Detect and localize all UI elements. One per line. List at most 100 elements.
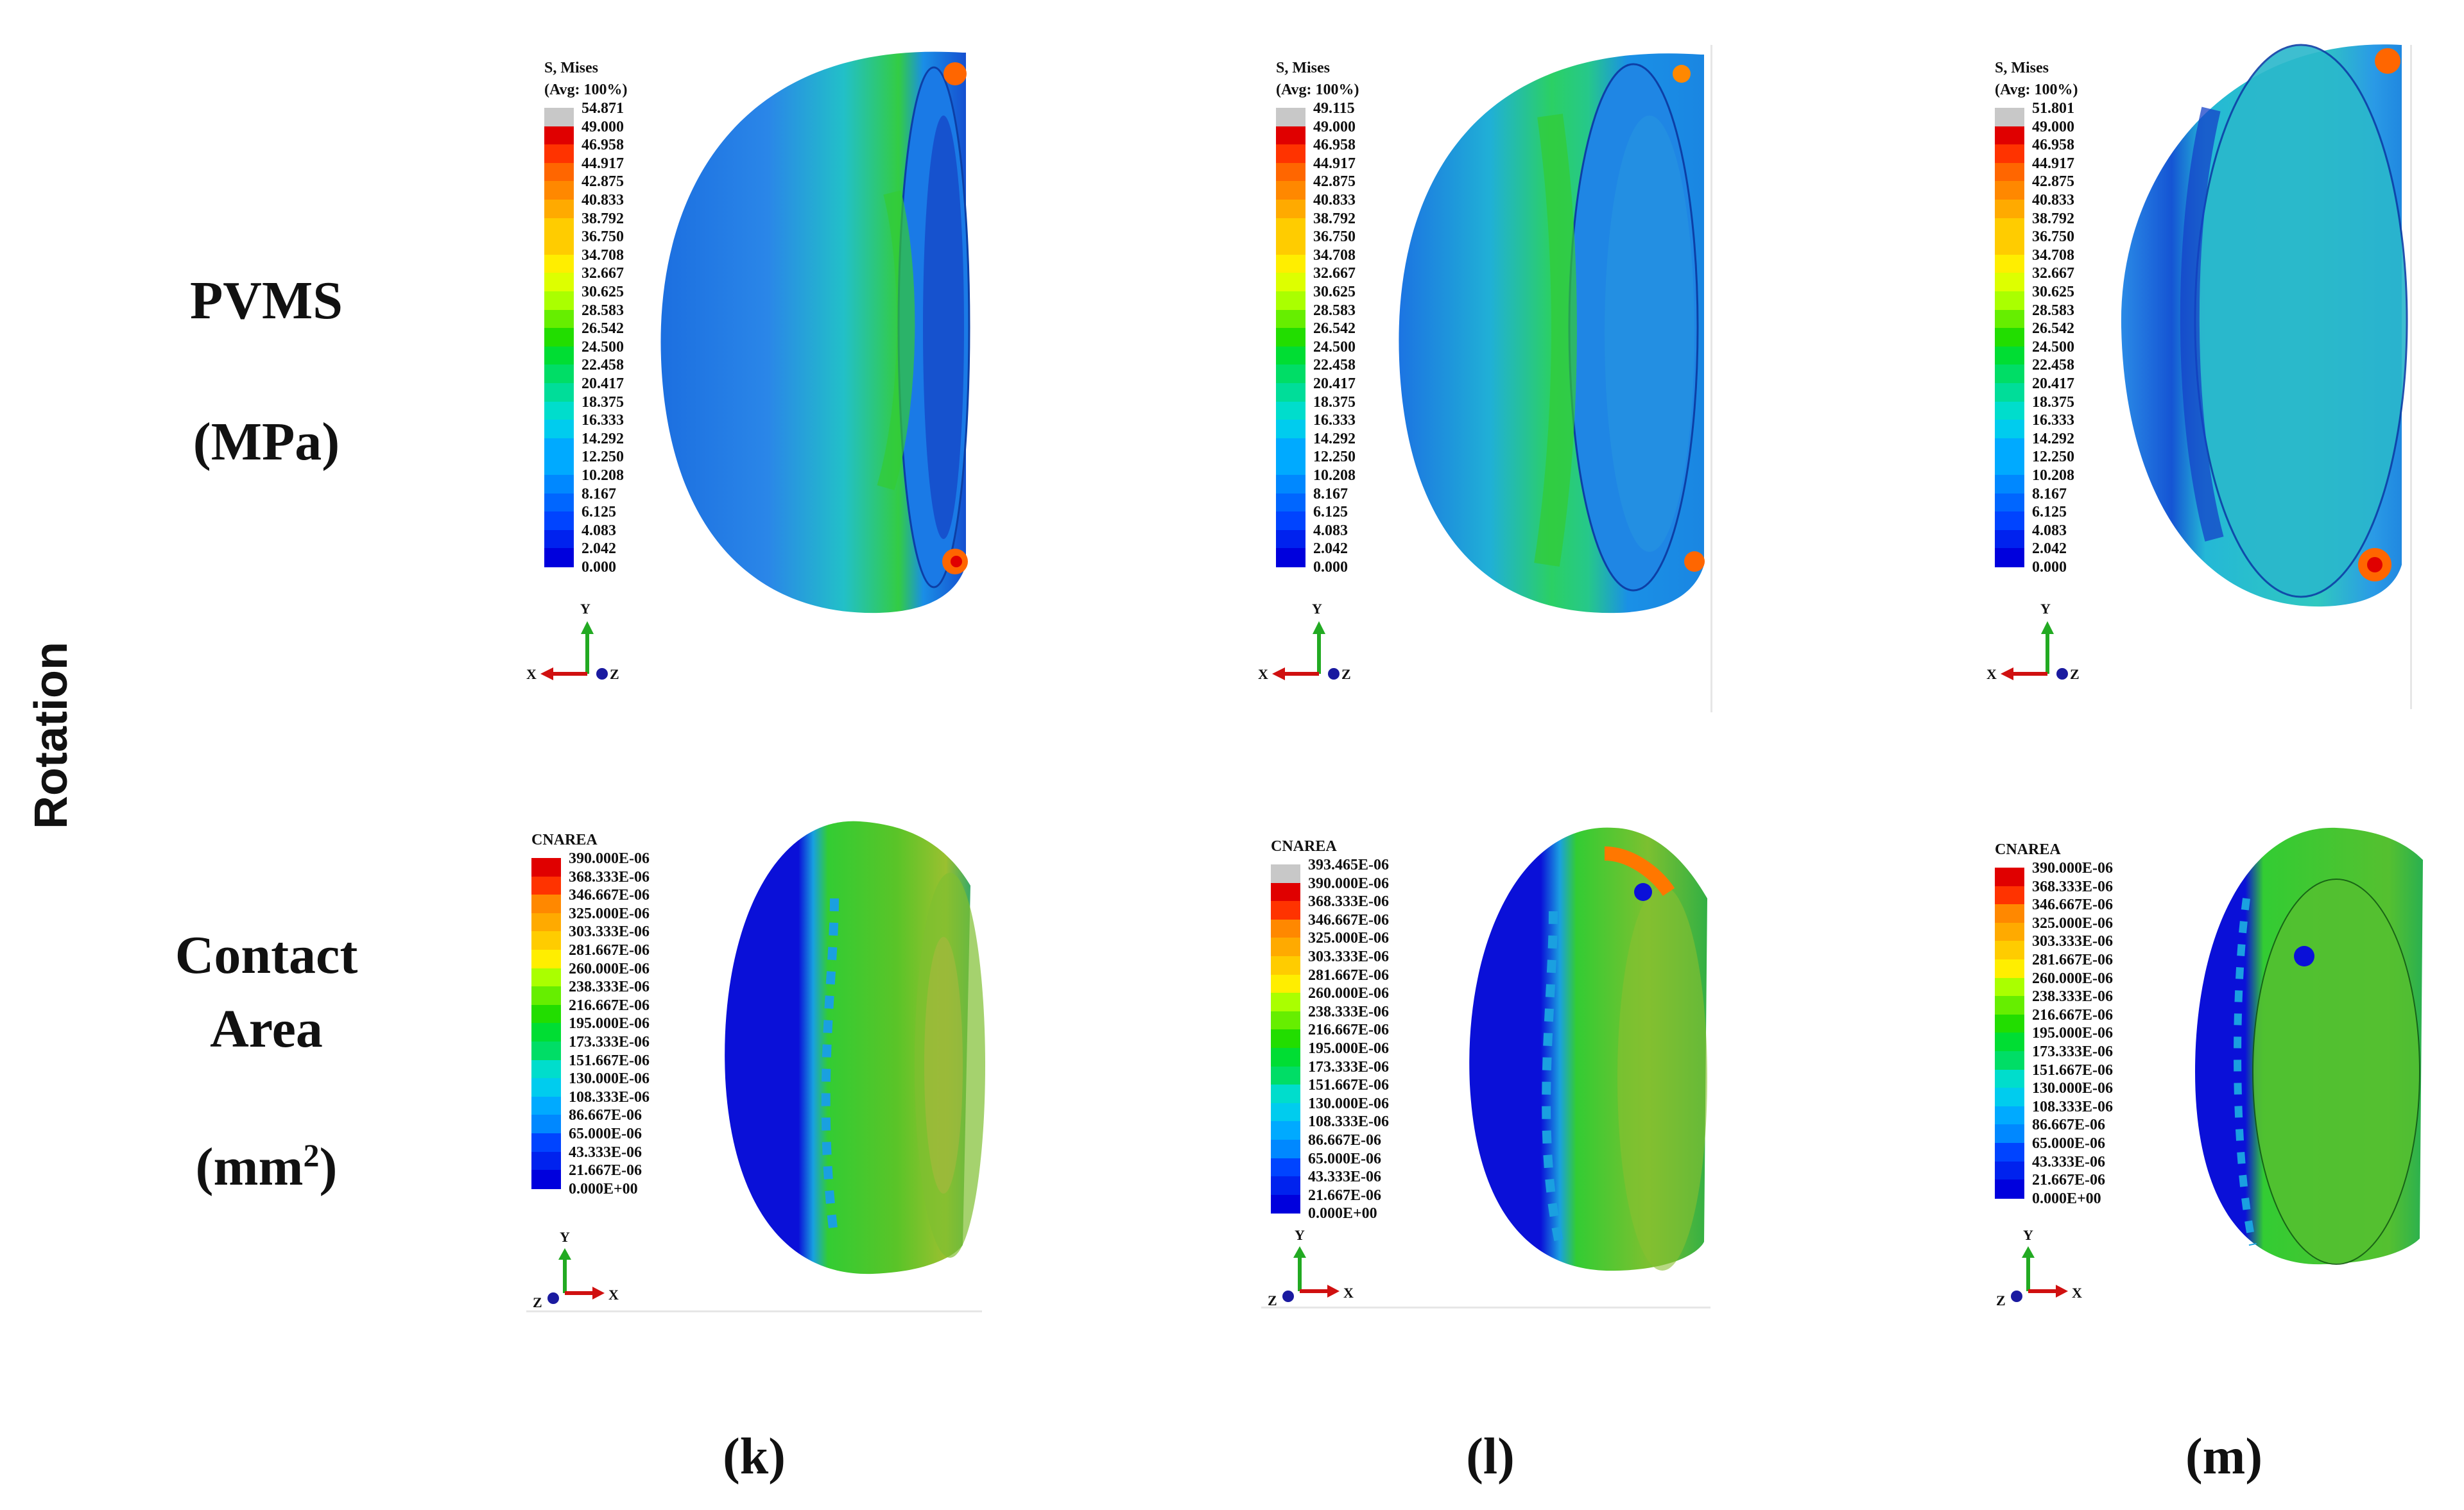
legend-swatch <box>544 529 574 549</box>
legend-swatch <box>1276 548 1305 567</box>
legend-value: 393.465E-06 <box>1308 857 1389 873</box>
legend-value: 24.500 <box>2032 338 2074 356</box>
legend-value: 368.333E-06 <box>2032 878 2113 895</box>
legend-swatch <box>1276 438 1305 458</box>
legend-swatch <box>1271 1048 1300 1067</box>
legend-value: 108.333E-06 <box>569 1088 650 1106</box>
legend-swatch <box>544 346 574 366</box>
legend-value: 108.333E-06 <box>2032 1098 2113 1115</box>
legend-swatch <box>1271 919 1300 939</box>
legend-value: 26.542 <box>582 320 624 338</box>
axis-triad-l-bottom: Y X Z <box>1268 1227 1354 1308</box>
legend-swatch <box>531 858 561 877</box>
legend-swatch <box>1271 864 1300 884</box>
legend-swatch <box>531 950 561 969</box>
legend-value: 38.792 <box>1313 210 1356 227</box>
legend-value: 20.417 <box>582 375 624 392</box>
legend-swatch <box>531 1078 561 1097</box>
legend-value: 4.083 <box>2032 522 2067 539</box>
legend-swatch <box>1276 181 1305 200</box>
legend-value: 46.958 <box>582 137 624 154</box>
legend-swatch <box>544 548 574 567</box>
legend-value: 21.667E-06 <box>1308 1187 1381 1204</box>
legend-swatch <box>544 162 574 182</box>
legend-value: 44.917 <box>2032 155 2074 172</box>
contact-model-m <box>2195 827 2423 1265</box>
legend-swatch <box>544 144 574 164</box>
legend-swatch <box>1276 162 1305 182</box>
legend-swatch <box>1271 956 1300 975</box>
legend-value: 2.042 <box>2032 540 2067 558</box>
legend-value: 43.333E-06 <box>569 1144 642 1161</box>
legend-value: 32.667 <box>582 265 624 282</box>
legend-swatch <box>531 1096 561 1116</box>
legend-swatch <box>1271 882 1300 902</box>
legend-swatch <box>1995 1088 2024 1107</box>
legend-swatch <box>544 291 574 311</box>
legend-swatch <box>1276 511 1305 531</box>
legend-swatch <box>544 200 574 219</box>
legend-swatch <box>1276 475 1305 494</box>
legend-swatch <box>544 236 574 255</box>
legend-swatch <box>531 986 561 1006</box>
legend-swatch <box>1276 365 1305 384</box>
panel-m-right-edge <box>2410 45 2412 709</box>
legend-value: 49.000 <box>582 118 624 135</box>
legend-value: 0.000 <box>2032 559 2067 576</box>
legend-value: 43.333E-06 <box>1308 1169 1381 1186</box>
legend-value: 12.250 <box>582 449 624 466</box>
legend-value: 86.667E-06 <box>1308 1132 1381 1149</box>
legend-swatch <box>1995 328 2024 347</box>
legend-swatch <box>1995 200 2024 219</box>
legend-value: 0.000 <box>582 559 616 576</box>
legend-swatch <box>531 1042 561 1061</box>
stress-model-m <box>2121 44 2408 607</box>
legend-value: 22.458 <box>582 357 624 374</box>
legend-swatch <box>544 456 574 476</box>
legend-value: 21.667E-06 <box>569 1162 642 1180</box>
axis-x-label: X <box>526 666 537 682</box>
legend-value: 346.667E-06 <box>569 887 650 904</box>
legend-title: S, Mises <box>544 60 598 76</box>
svg-text:Y: Y <box>1295 1227 1305 1243</box>
legend-value: 16.333 <box>1313 412 1356 429</box>
svg-text:Z: Z <box>1268 1292 1277 1308</box>
legend-swatch <box>1995 1014 2024 1034</box>
legend-value: 151.667E-06 <box>1308 1077 1389 1094</box>
legend-swatch <box>544 475 574 494</box>
legend-swatch <box>1995 977 2024 997</box>
legend-swatch <box>1276 401 1305 421</box>
legend-swatch <box>1995 456 2024 476</box>
axis-triad-l-top: Y X Z <box>1258 601 1351 682</box>
legend-value: 12.250 <box>1313 449 1356 466</box>
legend-swatch <box>1995 1161 2024 1181</box>
legend-swatch <box>531 931 561 950</box>
svg-text:Z: Z <box>533 1294 542 1310</box>
legend-value: 281.667E-06 <box>1308 966 1389 984</box>
legend-swatch <box>1995 868 2024 887</box>
legend-swatch <box>1276 236 1305 255</box>
svg-text:Y: Y <box>560 1229 570 1245</box>
legend-swatch <box>531 876 561 896</box>
axis-triad-m-top: Y X Z <box>1986 601 2080 682</box>
legend-value: 30.625 <box>582 284 624 300</box>
legend-value: 8.167 <box>2032 485 2067 502</box>
svg-text:Z: Z <box>1996 1292 2006 1308</box>
svg-text:Y: Y <box>2023 1227 2033 1243</box>
axis-triad-m-bottom: Y X Z <box>1996 1227 2082 1308</box>
axis-triad-k-top: Y X Z <box>526 601 619 682</box>
legend-value: 238.333E-06 <box>2032 988 2113 1006</box>
legend-value: 24.500 <box>1313 338 1356 356</box>
axis-triad-k-bottom: Y X Z <box>533 1229 619 1310</box>
axis-y-label: Y <box>580 601 590 617</box>
legend-value: 303.333E-06 <box>2032 933 2113 950</box>
legend-value: 325.000E-06 <box>2032 914 2113 932</box>
legend-title: S, Mises <box>1276 60 1330 76</box>
legend-value: 216.667E-06 <box>1308 1022 1389 1039</box>
legend-swatch <box>531 1060 561 1079</box>
legend-swatch <box>1995 438 2024 458</box>
legend-swatch <box>544 273 574 292</box>
legend-value: 216.667E-06 <box>569 997 650 1014</box>
legend-value: 40.833 <box>1313 192 1356 209</box>
legend-swatch <box>1995 1106 2024 1126</box>
